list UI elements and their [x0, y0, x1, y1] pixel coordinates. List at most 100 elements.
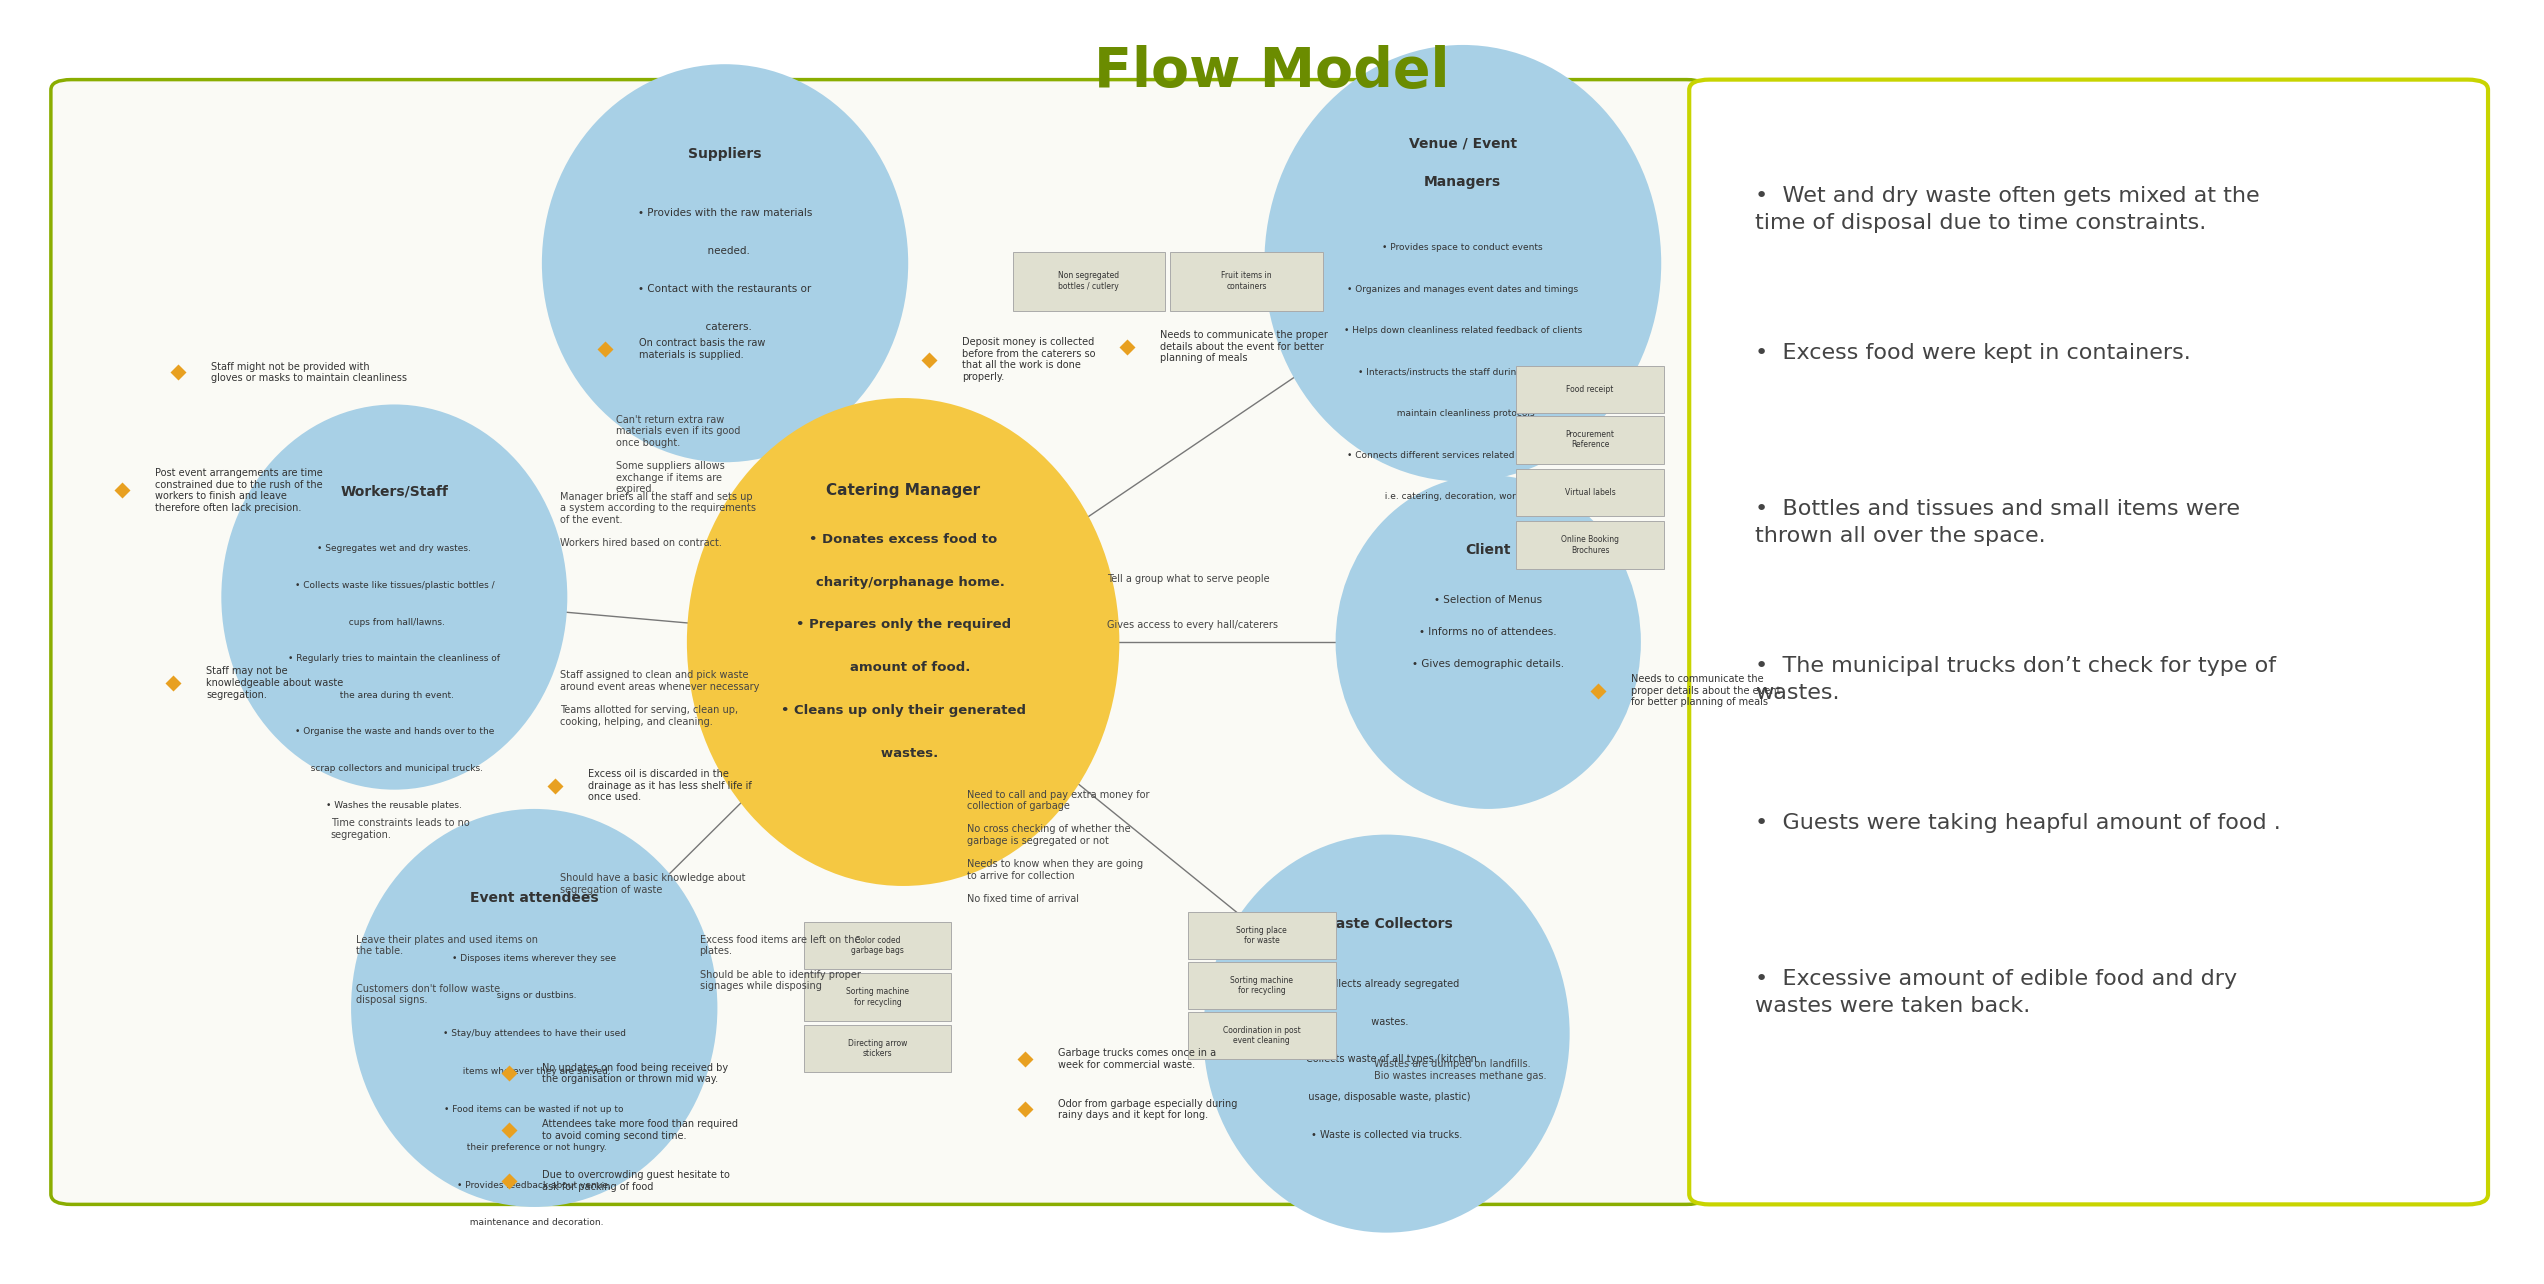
- FancyBboxPatch shape: [1170, 252, 1323, 311]
- Text: Workers/Staff: Workers/Staff: [341, 484, 448, 498]
- Text: Leave their plates and used items on
the table.: Leave their plates and used items on the…: [356, 935, 539, 957]
- Text: maintain cleanliness protocols: maintain cleanliness protocols: [1392, 410, 1534, 419]
- Text: Time constraints leads to no
segregation.: Time constraints leads to no segregation…: [331, 818, 471, 840]
- Ellipse shape: [687, 398, 1119, 886]
- Text: •  The municipal trucks don’t check for type of
wastes.: • The municipal trucks don’t check for t…: [1755, 656, 2277, 702]
- FancyBboxPatch shape: [1188, 962, 1336, 1009]
- Text: •  Excessive amount of edible food and dry
wastes were taken back.: • Excessive amount of edible food and dr…: [1755, 969, 2239, 1016]
- Text: Deposit money is collected
before from the caterers so
that all the work is done: Deposit money is collected before from t…: [962, 338, 1094, 381]
- FancyBboxPatch shape: [1516, 416, 1664, 464]
- Text: • Organise the waste and hands over to the: • Organise the waste and hands over to t…: [295, 727, 494, 737]
- Text: • Gives demographic details.: • Gives demographic details.: [1412, 659, 1565, 669]
- Text: • Donates excess food to: • Donates excess food to: [809, 533, 997, 546]
- Ellipse shape: [1336, 475, 1641, 809]
- Text: wastes.: wastes.: [868, 746, 939, 760]
- Text: On contract basis the raw
materials is supplied.: On contract basis the raw materials is s…: [639, 339, 766, 360]
- Text: • Provides with the raw materials: • Provides with the raw materials: [639, 208, 812, 218]
- FancyBboxPatch shape: [1188, 912, 1336, 959]
- Text: Due to overcrowding guest hesitate to
ask for packing of food: Due to overcrowding guest hesitate to as…: [542, 1171, 730, 1192]
- FancyBboxPatch shape: [1689, 80, 2488, 1204]
- Text: scrap collectors and municipal trucks.: scrap collectors and municipal trucks.: [305, 764, 483, 773]
- Text: • Prepares only the required: • Prepares only the required: [796, 619, 1010, 632]
- Text: Staff might not be provided with
gloves or masks to maintain cleanliness: Staff might not be provided with gloves …: [211, 362, 407, 383]
- Text: Odor from garbage especially during
rainy days and it kept for long.: Odor from garbage especially during rain…: [1058, 1099, 1239, 1120]
- Text: Non segregated
bottles / cutlery: Non segregated bottles / cutlery: [1058, 271, 1119, 291]
- Ellipse shape: [351, 809, 717, 1207]
- Text: Sorting machine
for recycling: Sorting machine for recycling: [847, 987, 908, 1007]
- FancyBboxPatch shape: [1188, 1012, 1336, 1059]
- Text: Sorting place
for waste: Sorting place for waste: [1236, 926, 1287, 945]
- Text: Procurement
Reference: Procurement Reference: [1565, 430, 1615, 449]
- Text: items wherever they are served.: items wherever they are served.: [458, 1067, 611, 1076]
- Text: •  Excess food were kept in containers.: • Excess food were kept in containers.: [1755, 343, 2190, 363]
- Text: Online Booking
Brochures: Online Booking Brochures: [1562, 535, 1618, 555]
- Text: Managers: Managers: [1425, 176, 1501, 190]
- Text: • Contact with the restaurants or: • Contact with the restaurants or: [639, 284, 812, 294]
- FancyBboxPatch shape: [1013, 252, 1165, 311]
- Text: • Helps down cleanliness related feedback of clients: • Helps down cleanliness related feedbac…: [1343, 326, 1582, 335]
- Text: Staff assigned to clean and pick waste
around event areas whenever necessary

Te: Staff assigned to clean and pick waste a…: [560, 670, 758, 727]
- Text: • Disposes items wherever they see: • Disposes items wherever they see: [453, 954, 616, 963]
- Text: wastes.: wastes.: [1364, 1017, 1409, 1027]
- Text: Need to call and pay extra money for
collection of garbage

No cross checking of: Need to call and pay extra money for col…: [967, 790, 1150, 904]
- Text: • Interacts/instructs the staff during events to: • Interacts/instructs the staff during e…: [1358, 367, 1567, 377]
- Text: • Stay/buy attendees to have their used: • Stay/buy attendees to have their used: [443, 1030, 626, 1039]
- FancyBboxPatch shape: [804, 973, 951, 1021]
- Text: Attendees take more food than required
to avoid coming second time.: Attendees take more food than required t…: [542, 1120, 738, 1140]
- Text: Manager briefs all the staff and sets up
a system according to the requirements
: Manager briefs all the staff and sets up…: [560, 492, 756, 548]
- Ellipse shape: [221, 404, 567, 790]
- Text: • Provides feedback about venue,: • Provides feedback about venue,: [458, 1180, 611, 1189]
- Ellipse shape: [542, 64, 908, 462]
- Text: Client: Client: [1465, 543, 1511, 557]
- Text: • Informs no of attendees.: • Informs no of attendees.: [1420, 627, 1557, 637]
- Text: Should have a basic knowledge about
segregation of waste: Should have a basic knowledge about segr…: [560, 873, 745, 895]
- Text: the area during th event.: the area during th event.: [333, 691, 455, 700]
- Text: Gives access to every hall/caterers: Gives access to every hall/caterers: [1107, 620, 1277, 630]
- Text: amount of food.: amount of food.: [837, 661, 969, 674]
- Text: • Organizes and manages event dates and timings: • Organizes and manages event dates and …: [1348, 285, 1577, 294]
- Text: Virtual labels: Virtual labels: [1565, 488, 1615, 497]
- FancyBboxPatch shape: [804, 1025, 951, 1072]
- Text: signs or dustbins.: signs or dustbins.: [491, 991, 577, 1000]
- FancyBboxPatch shape: [1516, 469, 1664, 516]
- Text: Excess oil is discarded in the
drainage as it has less shelf life if
once used.: Excess oil is discarded in the drainage …: [588, 769, 750, 802]
- Text: Sorting machine
for recycling: Sorting machine for recycling: [1231, 976, 1292, 995]
- Text: needed.: needed.: [700, 247, 750, 257]
- Text: maintenance and decoration.: maintenance and decoration.: [466, 1219, 603, 1228]
- Text: cups from hall/lawns.: cups from hall/lawns.: [343, 618, 445, 627]
- FancyBboxPatch shape: [1516, 521, 1664, 569]
- Text: • Collects already segregated: • Collects already segregated: [1313, 978, 1460, 989]
- Text: •  Bottles and tissues and small items were
thrown all over the space.: • Bottles and tissues and small items we…: [1755, 499, 2241, 546]
- Text: i.e. catering, decoration, workers....: i.e. catering, decoration, workers....: [1379, 492, 1547, 501]
- Text: • Waste is collected via trucks.: • Waste is collected via trucks.: [1310, 1130, 1463, 1140]
- FancyBboxPatch shape: [51, 80, 1707, 1204]
- Text: •  Wet and dry waste often gets mixed at the
time of disposal due to time constr: • Wet and dry waste often gets mixed at …: [1755, 186, 2259, 232]
- Text: Waste Collectors: Waste Collectors: [1320, 917, 1453, 931]
- Text: Venue / Event: Venue / Event: [1409, 136, 1516, 150]
- Text: Post event arrangements are time
constrained due to the rush of the
workers to f: Post event arrangements are time constra…: [155, 469, 323, 512]
- Text: charity/orphanage home.: charity/orphanage home.: [801, 575, 1005, 589]
- Text: Needs to communicate the proper
details about the event for better
planning of m: Needs to communicate the proper details …: [1160, 330, 1328, 363]
- Text: • Regularly tries to maintain the cleanliness of: • Regularly tries to maintain the cleanl…: [287, 654, 501, 664]
- Text: usage, disposable waste, plastic): usage, disposable waste, plastic): [1303, 1093, 1470, 1102]
- FancyBboxPatch shape: [804, 922, 951, 969]
- Text: • Provides space to conduct events: • Provides space to conduct events: [1381, 244, 1544, 253]
- Text: Tell a group what to serve people: Tell a group what to serve people: [1107, 574, 1269, 584]
- Text: • Selection of Menus: • Selection of Menus: [1435, 596, 1542, 605]
- Text: Customers don't follow waste
disposal signs.: Customers don't follow waste disposal si…: [356, 984, 501, 1005]
- Text: • Washes the reusable plates.: • Washes the reusable plates.: [326, 800, 463, 810]
- Text: Fruit items in
containers: Fruit items in containers: [1221, 271, 1272, 291]
- Text: Excess food items are left on the
plates.

Should be able to identify proper
sig: Excess food items are left on the plates…: [700, 935, 860, 991]
- Text: Directing arrow
stickers: Directing arrow stickers: [847, 1039, 908, 1058]
- Text: • Cleans up only their generated: • Cleans up only their generated: [781, 704, 1025, 716]
- Text: • Food items can be wasted if not up to: • Food items can be wasted if not up to: [445, 1106, 623, 1115]
- Text: their preference or not hungry.: their preference or not hungry.: [460, 1143, 608, 1152]
- Text: Flow Model: Flow Model: [1094, 45, 1450, 99]
- Text: • Collects waste like tissues/plastic bottles /: • Collects waste like tissues/plastic bo…: [295, 580, 494, 591]
- Text: •  Guests were taking heapful amount of food .: • Guests were taking heapful amount of f…: [1755, 813, 2282, 833]
- Text: Coordination in post
event cleaning: Coordination in post event cleaning: [1224, 1026, 1300, 1045]
- Ellipse shape: [1264, 45, 1661, 481]
- Text: Color coded
garbage bags: Color coded garbage bags: [852, 936, 903, 955]
- Text: Food receipt: Food receipt: [1567, 385, 1613, 394]
- Text: Catering Manager: Catering Manager: [827, 483, 979, 498]
